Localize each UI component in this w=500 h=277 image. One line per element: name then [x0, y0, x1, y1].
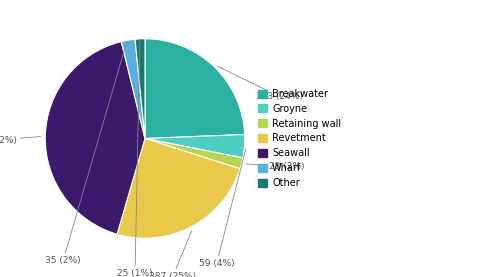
- Wedge shape: [145, 138, 243, 169]
- Text: 655 (42%): 655 (42%): [0, 136, 40, 145]
- Text: 383 (24%): 383 (24%): [218, 66, 303, 101]
- Text: 25 (1%): 25 (1%): [117, 40, 153, 277]
- Wedge shape: [122, 39, 145, 138]
- Legend: Breakwater, Groyne, Retaining wall, Revetment, Seawall, Wharf, Other: Breakwater, Groyne, Retaining wall, Reve…: [254, 85, 345, 192]
- Text: 59 (4%): 59 (4%): [199, 149, 246, 268]
- Wedge shape: [145, 39, 244, 138]
- Text: 35 (2%): 35 (2%): [46, 41, 127, 265]
- Wedge shape: [46, 42, 145, 234]
- Text: 28 (2%): 28 (2%): [246, 162, 304, 171]
- Wedge shape: [145, 135, 244, 158]
- Text: 387 (25%): 387 (25%): [150, 231, 196, 277]
- Wedge shape: [117, 138, 240, 238]
- Wedge shape: [135, 39, 145, 138]
